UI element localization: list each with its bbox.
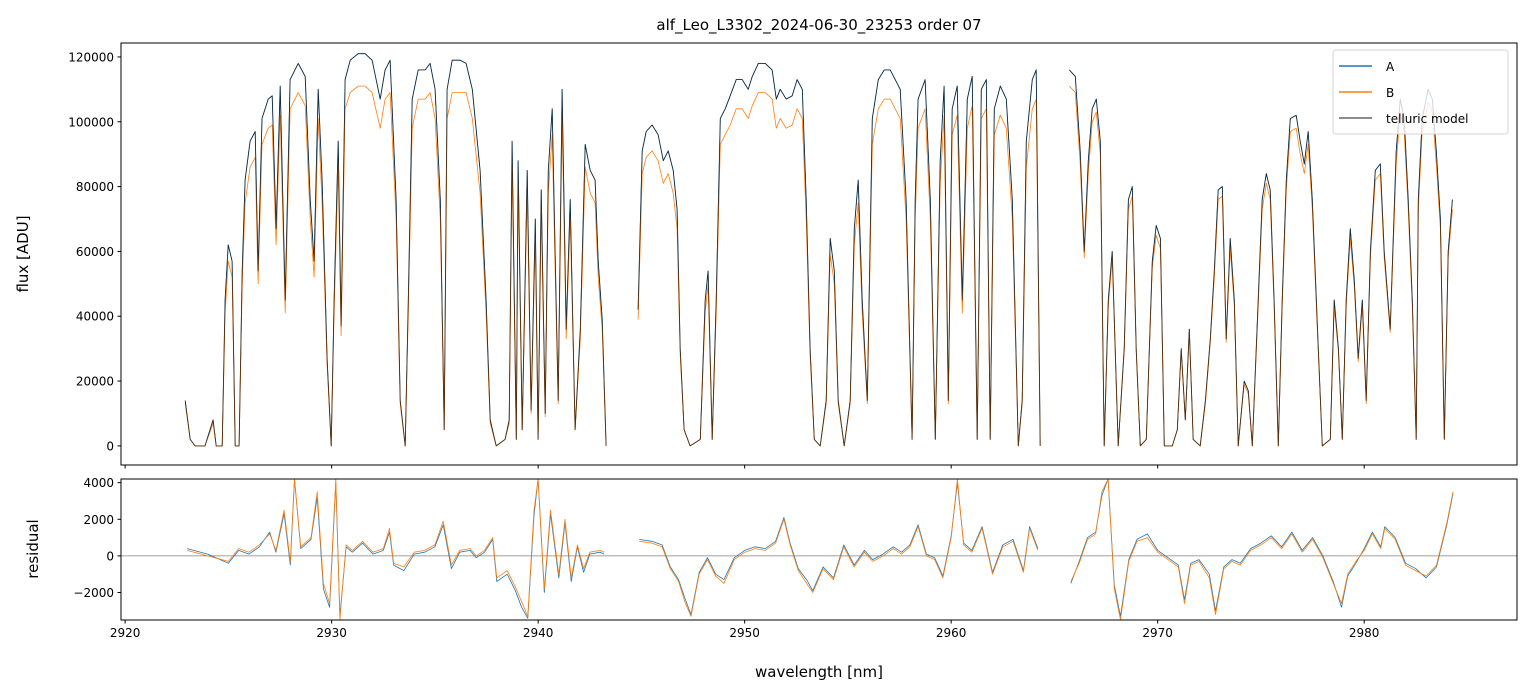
xtick-label: 2950: [729, 626, 760, 640]
residual-series-b: [186, 479, 1454, 620]
legend-label-A: A: [1386, 60, 1395, 74]
flux-ytick-label: 0: [106, 439, 114, 453]
xtick-label: 2920: [110, 626, 141, 640]
flux-ytick-label: 20000: [76, 375, 114, 389]
residual-axes-frame: [120, 478, 1518, 621]
xtick-label: 2970: [1142, 626, 1173, 640]
xtick-label: 2930: [316, 626, 347, 640]
flux-panel: 0 20000 40000 60000 80000 100000 120000 flux […: [14, 42, 1518, 469]
residual-ytick-label: −2000: [73, 586, 114, 600]
flux-ytick-label: 120000: [68, 50, 114, 64]
flux-series-a: [184, 53, 1453, 447]
xtick-label: 2980: [1349, 626, 1380, 640]
residual-ytick-label: 4000: [83, 476, 114, 490]
flux-ytick-label: 100000: [68, 115, 114, 129]
legend-label-B: B: [1386, 86, 1394, 100]
xtick-label: 2940: [523, 626, 554, 640]
flux-series-telluric-model: [184, 53, 1453, 447]
flux-ylabel: flux [ADU]: [14, 215, 32, 292]
flux-ytick-label: 40000: [76, 310, 114, 324]
xtick-label: 2960: [936, 626, 967, 640]
xlabel: wavelength [nm]: [755, 663, 883, 681]
residual-series-a: [186, 479, 1454, 619]
residual-ylabel: residual: [24, 519, 42, 578]
flux-ytick-label: 80000: [76, 180, 114, 194]
chart-title: alf_Leo_L3302_2024-06-30_23253 order 07: [656, 16, 981, 35]
legend-label-telluric-model: telluric model: [1386, 112, 1468, 126]
legend: A B telluric model: [1332, 49, 1509, 135]
legend-box: [1332, 49, 1509, 135]
flux-axes-frame: [120, 42, 1518, 466]
flux-series-b: [184, 85, 1453, 447]
residual-ytick-label: 2000: [83, 513, 114, 527]
residual-ytick-label: 0: [106, 549, 114, 563]
residual-panel: 2920 2930 2940 2950 2960 2970 2980 −2000 0 2000 40…: [24, 476, 1518, 681]
flux-ytick-label: 60000: [76, 245, 114, 259]
